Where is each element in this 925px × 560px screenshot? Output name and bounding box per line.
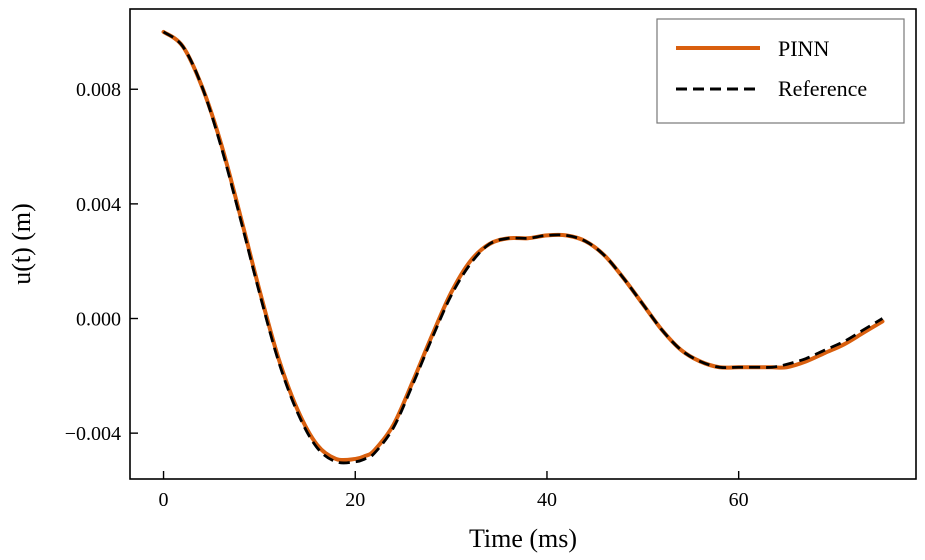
x-tick-label: 20: [345, 489, 365, 511]
x-tick-label: 0: [159, 489, 169, 511]
y-axis-title: u(t) (m): [7, 203, 36, 285]
y-tick-label: −0.004: [65, 423, 121, 445]
x-tick-label: 60: [729, 489, 749, 511]
x-axis-title: Time (ms): [469, 524, 577, 553]
y-tick-label: 0.000: [76, 309, 121, 331]
legend: PINN Reference: [656, 18, 905, 124]
series-line-reference: [162, 30, 884, 465]
plot-frame: [129, 8, 917, 480]
y-tick-label: 0.004: [76, 194, 121, 216]
legend-label-reference: Reference: [778, 76, 867, 101]
y-tick-label: 0.008: [76, 79, 121, 101]
x-tick-label: 40: [537, 489, 557, 511]
legend-box: [656, 18, 905, 124]
legend-label-pinn: PINN: [778, 36, 829, 61]
series-layer: [161, 29, 885, 465]
ticks-layer: 0 20 40 60 −0.004 0.000 0.004 0.008: [65, 79, 749, 511]
